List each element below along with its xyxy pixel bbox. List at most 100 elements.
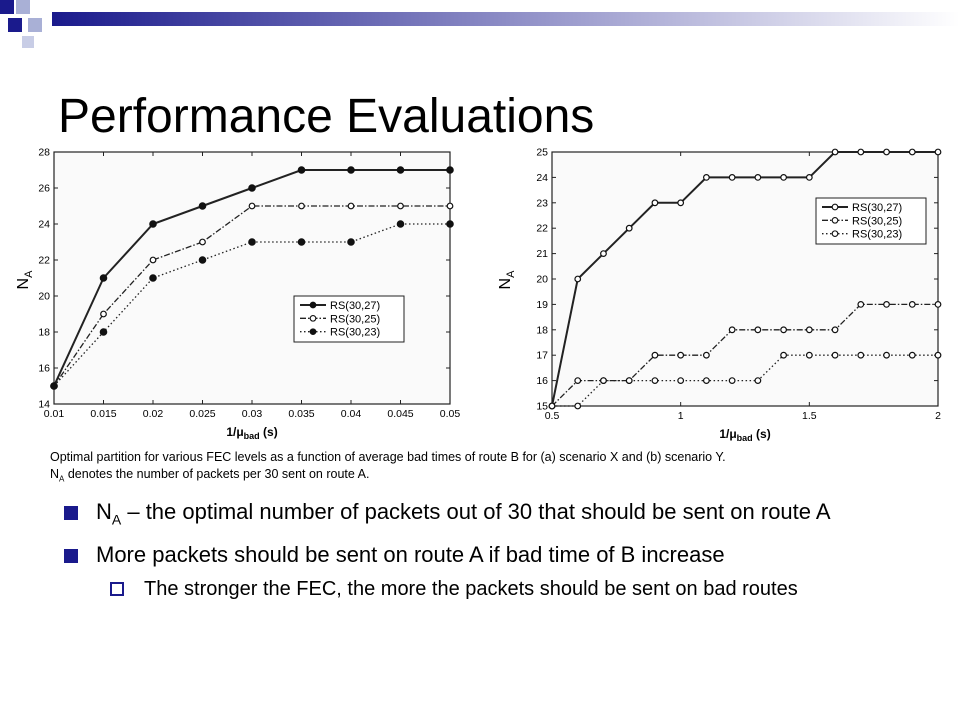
data-point [198,202,207,210]
data-point [805,174,813,181]
y-axis-label: NA [497,270,517,290]
bullet-prefix-sub: A [111,511,122,528]
data-point [883,300,890,308]
data-point [347,202,355,210]
x-axis-label: 1/μbad (s) [226,425,277,441]
deco-square-light-3 [22,36,34,48]
data-point [651,351,659,359]
data-point [831,326,839,334]
legend-swatch-marker [309,328,317,336]
data-point [50,382,58,390]
data-point [297,238,306,246]
legend-label: RS(30,25) [330,313,380,325]
data-point [651,377,659,385]
y-tick-label: 16 [536,375,548,387]
data-point [651,199,659,207]
data-point [574,377,582,385]
data-point [754,174,762,181]
data-point [831,148,839,156]
data-point [908,351,916,359]
data-point [857,148,865,156]
data-point [908,300,916,308]
data-point [780,174,788,181]
series-line-2 [53,205,450,387]
bullet-prefix: N [96,499,112,524]
x-tick-label: 0.04 [341,408,362,420]
y-tick-label: 16 [38,363,50,375]
y-tick-label: 15 [536,401,548,413]
data-point [298,202,305,210]
data-point [857,300,865,308]
data-point [728,326,736,334]
y-tick-label: 23 [536,197,548,209]
page-title: Performance Evaluations [58,90,595,143]
data-point [934,351,942,359]
data-point [574,402,582,410]
x-axis-label-main: 1/μ [719,427,736,441]
caption-symbol-sub: A [59,474,65,484]
x-axis-label: 1/μbad (s) [719,427,770,443]
data-point [754,377,762,385]
data-point [99,274,108,282]
y-tick-label: 14 [38,399,50,411]
data-point [677,199,685,207]
data-point [99,328,108,336]
data-point [446,202,454,210]
y-tick-label: 26 [38,183,50,195]
x-axis-label-unit: (s) [753,427,771,441]
y-tick-label: 24 [536,172,548,184]
x-tick-label: 0.05 [440,408,461,420]
data-point [934,148,942,156]
subbullet-item-1: The stronger the FEC, the more the packe… [60,575,920,603]
data-point [149,220,157,228]
x-tick-label: 0.045 [387,408,413,420]
subbullet-text: The stronger the FEC, the more the packe… [144,578,798,601]
square-bullet-icon [64,506,78,520]
data-point [347,166,355,174]
data-point [198,256,207,264]
y-tick-label: 28 [38,147,50,159]
data-point [805,351,813,359]
square-bullet-icon [64,549,78,564]
y-axis-label-sub: A [23,270,35,278]
x-axis-label-main: 1/μ [226,425,243,439]
legend-swatch-marker [309,314,317,322]
data-point [297,166,306,174]
data-point [883,148,890,156]
data-point [446,166,454,174]
y-axis-label: NA [15,270,35,290]
data-point [396,166,405,174]
y-tick-label: 21 [536,248,548,260]
y-tick-label: 20 [38,291,50,303]
legend-label: RS(30,27) [852,202,902,214]
data-point [600,250,607,257]
data-point [149,274,157,282]
deco-square-dark-2 [8,18,22,32]
caption-line-1: Optimal partition for various FEC levels… [50,450,726,464]
x-axis-label-sub: bad [737,433,753,443]
y-axis-label-sub: A [505,270,517,278]
legend-label: RS(30,23) [852,229,902,241]
data-point [780,351,788,359]
series-line-1 [551,151,938,407]
bullet-item-2: More packets should be sent on route A i… [60,539,920,571]
y-axis-label-main: N [15,278,32,290]
legend-label: RS(30,25) [852,215,902,227]
data-point [347,238,355,246]
bullet-item-1: NA – the optimal number of packets out o… [60,496,920,535]
data-point [625,377,633,385]
caption-line-2-text: denotes the number of packets per 30 sen… [64,467,370,481]
data-point [100,310,107,318]
data-point [908,148,916,156]
legend-swatch-marker [831,216,839,224]
data-point [805,326,813,334]
hollow-square-bullet-icon [110,582,124,597]
y-tick-label: 20 [536,274,548,286]
deco-square-light-1 [16,0,30,14]
deco-header-bar [52,12,960,26]
y-tick-label: 18 [38,327,50,339]
legend-label: RS(30,27) [330,300,380,312]
y-tick-label: 24 [38,219,50,231]
legend-swatch-marker [309,301,317,309]
